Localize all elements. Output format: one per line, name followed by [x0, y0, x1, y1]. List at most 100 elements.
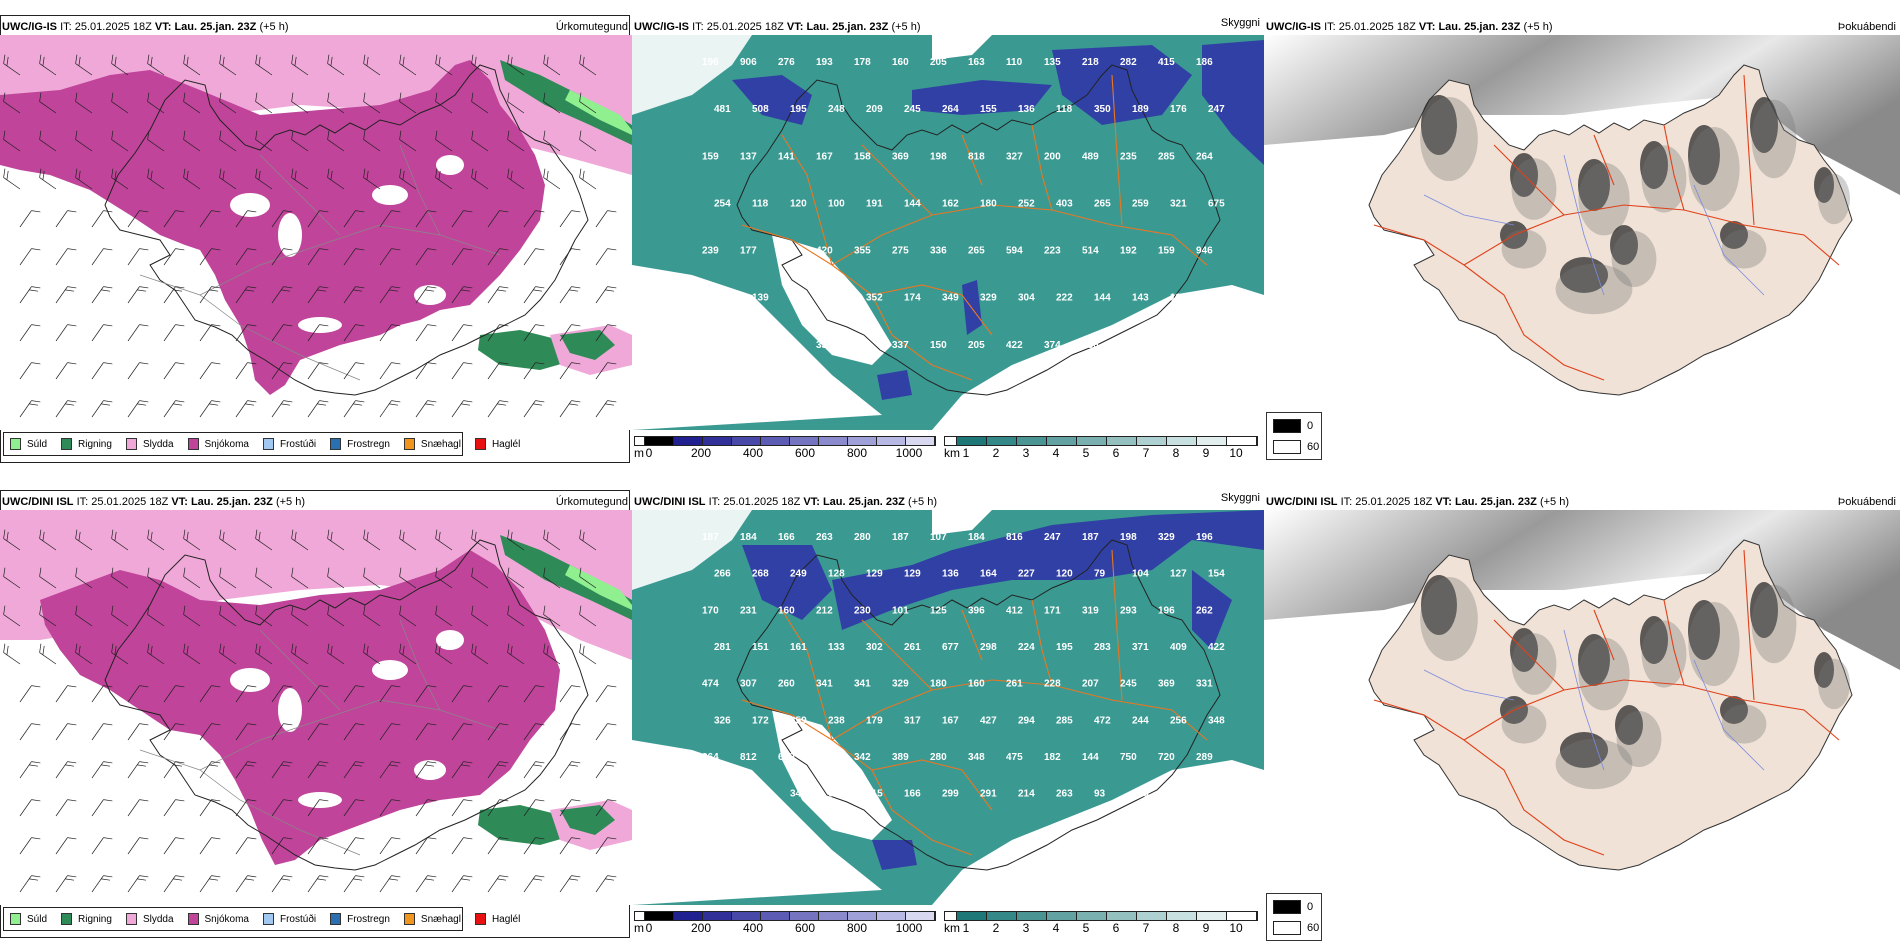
cloud-base-label: 331 — [1196, 679, 1213, 690]
wind-barb-icon — [559, 400, 581, 418]
wind-barb-icon — [39, 168, 57, 190]
cloud-base-label: 396 — [968, 605, 985, 616]
precip-type-map[interactable] — [0, 510, 632, 905]
colorbar-cell — [987, 437, 1017, 445]
colorbar-cell — [819, 912, 848, 920]
wind-barb-icon — [255, 605, 273, 627]
cloud-base-label: 261 — [1006, 679, 1023, 690]
fog-mid-area — [1721, 704, 1767, 744]
wind-barb-icon — [595, 875, 617, 893]
wind-barb-icon — [163, 400, 185, 418]
wind-barb-icon — [343, 761, 365, 779]
wind-barb-icon — [19, 685, 41, 703]
wind-barb-icon — [435, 92, 453, 114]
legend-swatch — [61, 438, 73, 450]
precip-type-map[interactable] — [0, 35, 632, 430]
wind-barb-icon — [543, 605, 561, 627]
colorbar-cell — [945, 437, 957, 445]
cloud-base-label: 472 — [1094, 715, 1111, 726]
cloud-base-label: 244 — [1132, 715, 1149, 726]
no-precip-area — [414, 760, 446, 780]
wind-barb-icon — [199, 248, 221, 266]
wind-barb-icon — [435, 54, 453, 76]
cloud-base-label: 412 — [1006, 605, 1023, 616]
colorbar-cell — [957, 912, 987, 920]
wind-barb-icon — [343, 324, 365, 342]
lead-time: (+5 h) — [907, 496, 937, 508]
wind-barb-icon — [451, 324, 473, 342]
vt-label: VT: — [1418, 21, 1436, 33]
legend-label: Súld — [27, 438, 48, 450]
cloud-base-label: 247 — [778, 246, 795, 257]
no-precip-area — [436, 155, 464, 175]
wind-barb-icon — [507, 168, 525, 190]
wind-barb-icon — [435, 643, 453, 665]
cloud-base-label: 355 — [854, 246, 871, 257]
cloud-base-label: 129 — [866, 569, 883, 580]
colorbar-tick: 1 — [962, 446, 970, 460]
cloud-base-label: 326 — [714, 715, 731, 726]
cloud-base-label: 137 — [740, 151, 757, 162]
cloud-base-label: 120 — [1056, 569, 1073, 580]
cloud-map[interactable]: 196 906 276 193 178 160 205 163 110 135 218 282 415 1… — [632, 35, 1264, 430]
cloud-panel-top: UWC/IG-IS IT: 25.01.2025 18Z VT: Lau. 25… — [632, 0, 1264, 475]
wind-barb-icon — [75, 92, 93, 114]
wind-barb-icon — [471, 54, 489, 76]
fog-mid-area — [1420, 97, 1478, 181]
colorbar-cell — [1107, 437, 1137, 445]
wind-barb-icon — [307, 210, 329, 228]
colorbar-tick: 8 — [1172, 921, 1180, 935]
fog-map[interactable] — [1264, 510, 1900, 905]
cloud-base-label: 141 — [778, 151, 795, 162]
wind-barb-icon — [55, 362, 77, 380]
rivers — [1423, 629, 1765, 771]
cloud-base-label: 348 — [1208, 715, 1225, 726]
wind-barb-icon — [235, 723, 257, 741]
colorbar-tick: 10 — [1229, 921, 1243, 935]
wind-barb-icon — [291, 643, 309, 665]
colorbar-cell — [877, 912, 906, 920]
cloud-base-label: 187 — [1082, 532, 1099, 543]
rain-area — [560, 805, 615, 835]
wind-barb-icon — [183, 168, 201, 190]
wind-barb-icon — [163, 799, 185, 817]
clear-area — [632, 740, 882, 905]
colorbar-cell — [1137, 437, 1167, 445]
cloud-base-label: 189 — [1132, 104, 1149, 115]
cloud-base-label: 261 — [904, 642, 921, 653]
cloud-base-label: 317 — [904, 715, 921, 726]
rain-area — [478, 330, 575, 370]
cloud-base-label: 218 — [1082, 57, 1099, 68]
legend-swatch — [330, 438, 342, 450]
colorbar-tick: 7 — [1142, 446, 1150, 460]
lead-time: (+5 h) — [1523, 21, 1553, 33]
wind-barb-icon — [543, 529, 561, 551]
cloud-base-label: 264 — [942, 104, 959, 115]
cloud-map[interactable]: 187 184 166 263 280 187 107 184 816 247 187 198 329 1… — [632, 510, 1264, 905]
wind-barb-icon — [127, 723, 149, 741]
sleet-area — [0, 510, 632, 660]
wind-barb-icon — [163, 875, 185, 893]
cloud-base-label: 136 — [942, 569, 959, 580]
legend-label: Frostúði — [279, 438, 317, 450]
cloud-base-label: 675 — [1208, 198, 1225, 209]
cloud-base-label: 720 — [1158, 752, 1175, 763]
fog-map[interactable] — [1264, 35, 1900, 430]
wind-barb-icon — [415, 248, 437, 266]
vt-value: Lau. 25.jan. 23Z — [190, 496, 273, 508]
wind-barb-icon — [199, 362, 221, 380]
cloud-base-label: 228 — [1044, 679, 1061, 690]
wind-barb-icon — [507, 605, 525, 627]
wind-barb-icon — [183, 54, 201, 76]
cloud-base-label: 144 — [904, 198, 921, 209]
cloud-base-label: 135 — [1044, 57, 1061, 68]
colorbar-unit: m — [634, 446, 644, 460]
cloud-base-label: 170 — [702, 605, 719, 616]
wind-barb-icon — [39, 643, 57, 665]
clear-area — [772, 235, 892, 365]
colorbar-cell — [1227, 912, 1257, 920]
colorbar-tick: 7 — [1142, 921, 1150, 935]
wind-barb-icon — [543, 130, 561, 152]
cloud-base-label: 299 — [942, 789, 959, 800]
wind-barb-icon — [3, 567, 21, 589]
